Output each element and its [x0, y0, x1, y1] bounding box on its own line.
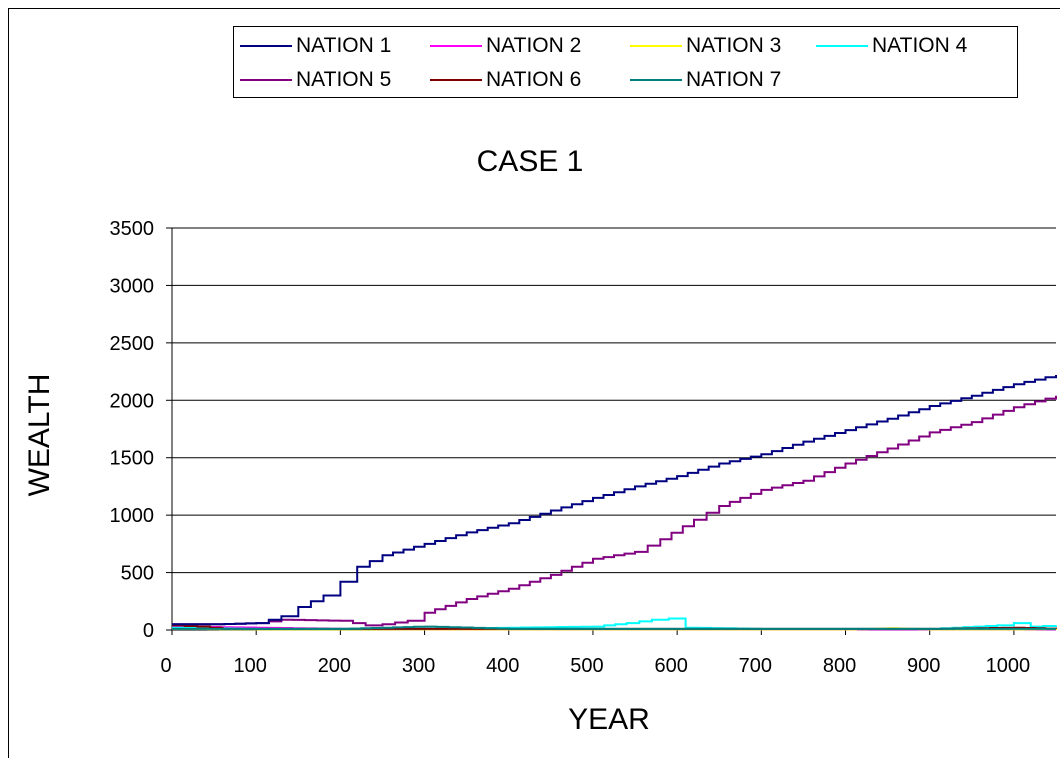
x-tick-label: 600 [654, 655, 687, 677]
y-tick-label: 2000 [110, 390, 155, 412]
legend-item-7: NATION 7 [630, 65, 781, 95]
chart-legend: NATION 1 NATION 2 NATION 3 NATION 4 NATION 5… [233, 26, 1018, 98]
chart-frame [8, 8, 1060, 758]
y-tick-label: 500 [121, 563, 154, 585]
x-tick-label: 500 [570, 655, 603, 677]
legend-item-5: NATION 5 [240, 65, 391, 95]
legend-label: NATION 2 [486, 34, 582, 57]
legend-label: NATION 6 [486, 68, 582, 91]
series-line-5 [172, 395, 1057, 627]
legend-item-3: NATION 3 [630, 31, 781, 61]
series-line-1 [172, 375, 1057, 626]
legend-item-4: NATION 4 [816, 31, 967, 61]
x-tick-label: 0 [160, 655, 171, 677]
y-tick-label: 0 [143, 620, 154, 642]
y-tick-label: 1000 [110, 505, 155, 527]
legend-item-6: NATION 6 [430, 65, 581, 95]
legend-label: NATION 1 [296, 34, 392, 57]
legend-label: NATION 7 [686, 68, 782, 91]
legend-swatch [240, 79, 292, 81]
legend-swatch [816, 45, 868, 47]
legend-item-1: NATION 1 [240, 31, 391, 61]
x-tick-label: 700 [739, 655, 772, 677]
legend-swatch [430, 79, 482, 81]
y-tick-label: 3500 [110, 218, 155, 240]
legend-swatch [430, 45, 482, 47]
y-axis-label: WEALTH [23, 373, 56, 497]
legend-label: NATION 4 [872, 34, 968, 57]
y-tick-label: 2500 [110, 333, 155, 355]
legend-item-2: NATION 2 [430, 31, 581, 61]
legend-swatch [630, 45, 682, 47]
x-tick-label: 900 [907, 655, 940, 677]
legend-swatch [240, 45, 292, 47]
x-tick-label: 100 [234, 655, 267, 677]
legend-label: NATION 3 [686, 34, 782, 57]
x-tick-label: 800 [823, 655, 856, 677]
x-tick-label: 400 [486, 655, 519, 677]
legend-swatch [630, 79, 682, 81]
series-line-7 [172, 625, 1056, 630]
x-tick-label: 300 [402, 655, 435, 677]
y-tick-label: 3000 [110, 275, 155, 297]
x-tick-label: 200 [318, 655, 351, 677]
legend-label: NATION 5 [296, 68, 392, 91]
chart-title: CASE 1 [476, 145, 584, 178]
x-tick-label: 1000 [986, 655, 1031, 677]
x-axis-label: YEAR [568, 703, 650, 736]
y-tick-label: 1500 [110, 448, 155, 470]
